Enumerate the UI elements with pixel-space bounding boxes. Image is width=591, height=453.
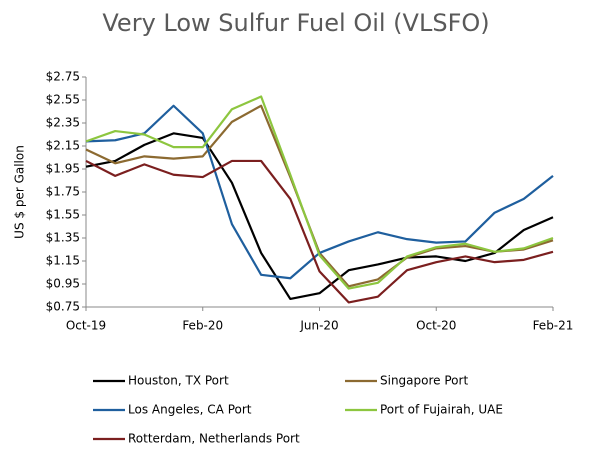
y-tick-label: $1.35 xyxy=(46,231,80,245)
x-tick-label: Feb-21 xyxy=(533,319,574,333)
x-tick-label: Oct-20 xyxy=(416,319,456,333)
y-tick-label: $2.75 xyxy=(46,70,80,84)
y-tick-label: $1.15 xyxy=(46,254,80,268)
legend-label: Rotterdam, Netherlands Port xyxy=(128,432,300,446)
x-tick-label: Jun-20 xyxy=(299,319,338,333)
y-tick-label: $2.35 xyxy=(46,116,80,130)
y-tick-label: $1.75 xyxy=(46,185,80,199)
legend-label: Los Angeles, CA Port xyxy=(128,403,252,417)
y-tick-label: $0.75 xyxy=(46,300,80,314)
y-tick-label: $0.95 xyxy=(46,277,80,291)
y-axis-label: US $ per Gallon xyxy=(13,145,27,239)
x-tick-label: Oct-19 xyxy=(66,319,106,333)
legend-label: Singapore Port xyxy=(380,374,468,388)
legend-label: Port of Fujairah, UAE xyxy=(380,403,503,417)
legend-label: Houston, TX Port xyxy=(128,374,229,388)
series-line xyxy=(85,159,554,304)
y-tick-label: $1.95 xyxy=(46,162,80,176)
x-tick-label: Feb-20 xyxy=(182,319,223,333)
y-tick-label: $2.15 xyxy=(46,139,80,153)
y-tick-label: $1.55 xyxy=(46,208,80,222)
y-tick-label: $2.55 xyxy=(46,93,80,107)
chart-title: Very Low Sulfur Fuel Oil (VLSFO) xyxy=(102,9,489,37)
series-line xyxy=(85,95,554,290)
